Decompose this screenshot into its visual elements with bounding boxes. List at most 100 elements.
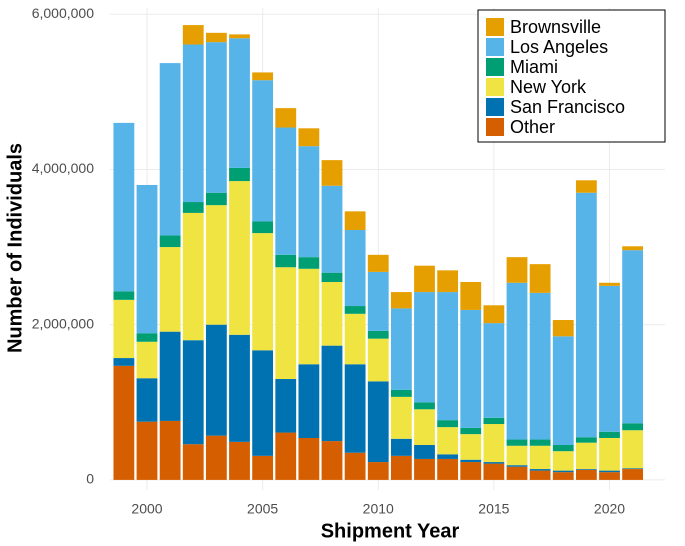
bar-segment (575, 469, 597, 470)
bar-segment (483, 305, 505, 324)
bar-segment (113, 358, 135, 366)
bar-segment (252, 72, 274, 81)
bar-segment (136, 341, 158, 379)
legend-swatch (486, 78, 504, 96)
bar-segment (344, 211, 366, 230)
legend-swatch (486, 18, 504, 36)
bar-segment (344, 229, 366, 307)
bar-segment (529, 470, 551, 480)
bar-segment (460, 459, 482, 463)
bar-segment (599, 285, 620, 432)
bar-segment (252, 221, 274, 234)
bar-segment (552, 470, 574, 473)
bar-segment (414, 458, 435, 480)
legend-label: Brownsville (510, 17, 601, 37)
bar-segment (552, 320, 574, 337)
bar-segment (622, 468, 644, 470)
bar-segment (575, 469, 597, 480)
y-tick-label: 6,000,000 (32, 5, 94, 21)
bar-segment (575, 192, 597, 438)
bar-segment (506, 466, 528, 480)
bar-segment (159, 63, 181, 236)
bar-segment (622, 250, 644, 424)
bar-segment (483, 323, 505, 418)
bar-segment (252, 350, 274, 456)
legend-swatch (486, 98, 504, 116)
x-tick-label: 2000 (131, 501, 162, 517)
bar-segment (159, 331, 181, 421)
bar-segment (483, 417, 505, 425)
bar-segment (460, 462, 482, 480)
bar-segment (136, 421, 158, 480)
bar-segment (437, 420, 459, 428)
bar-segment (529, 292, 551, 440)
y-axis-title: Number of Individuals (4, 143, 26, 353)
bar-segment (506, 282, 528, 440)
bar-segment (182, 212, 204, 341)
bar-segment (113, 299, 135, 359)
bar-segment (390, 455, 412, 480)
y-tick-label: 4,000,000 (32, 160, 94, 176)
bar-segment (599, 472, 620, 480)
bar-segment (298, 146, 320, 258)
bar-segment (460, 427, 482, 435)
bar-segment (229, 34, 250, 39)
bar-segment (275, 108, 297, 128)
bar-segment (113, 291, 135, 300)
bar-segment (113, 365, 135, 480)
y-tick-label: 0 (86, 471, 94, 487)
legend-swatch (486, 58, 504, 76)
bar-segment (298, 257, 320, 269)
legend-label: San Francisco (510, 97, 625, 117)
bar-segment (321, 345, 343, 442)
bar-segment (622, 430, 644, 469)
bar-segment (414, 444, 435, 459)
bar-segment (575, 437, 597, 443)
bar-segment (205, 435, 227, 480)
bar-segment (483, 462, 505, 464)
bar-segment (483, 463, 505, 480)
bar-segment (367, 254, 389, 272)
bar-segment (390, 438, 412, 456)
bar-segment (229, 441, 250, 480)
bar-segment (205, 205, 227, 325)
bar-segment (252, 80, 274, 222)
bar-segment (390, 389, 412, 397)
bar-segment (390, 292, 412, 309)
bar-segment (599, 282, 620, 286)
bar-segment (298, 364, 320, 438)
bar-segment (506, 465, 528, 467)
bar-segment (529, 439, 551, 446)
bar-segment (344, 313, 366, 365)
legend-label: Other (510, 117, 555, 137)
bar-segment (622, 469, 644, 480)
bar-segment (275, 267, 297, 380)
bar-segment (622, 423, 644, 431)
bar-segment (159, 235, 181, 248)
bar-segment (460, 309, 482, 428)
legend-box (477, 9, 666, 143)
y-tick-label: 2,000,000 (32, 315, 94, 331)
bar-segment (205, 192, 227, 206)
bar-segment (390, 396, 412, 439)
bar-segment (414, 265, 435, 293)
bar-segment (252, 455, 274, 480)
bar-segment (344, 306, 366, 314)
bar-segment (414, 292, 435, 403)
bar-segment (229, 334, 250, 442)
bar-segment (344, 364, 366, 453)
bar-segment (182, 25, 204, 45)
bar-segment (529, 469, 551, 471)
bar-segment (437, 458, 459, 480)
bar-segment (275, 127, 297, 255)
legend-swatch (486, 118, 504, 136)
bar-segment (367, 381, 389, 463)
bar-segment (159, 420, 181, 480)
bar-segment (367, 338, 389, 382)
legend-label: Los Angeles (510, 37, 608, 57)
bar-segment (552, 336, 574, 445)
bar-segment (229, 181, 250, 335)
bar-segment (599, 470, 620, 473)
bar-segment (321, 281, 343, 346)
x-tick-label: 2005 (247, 501, 278, 517)
